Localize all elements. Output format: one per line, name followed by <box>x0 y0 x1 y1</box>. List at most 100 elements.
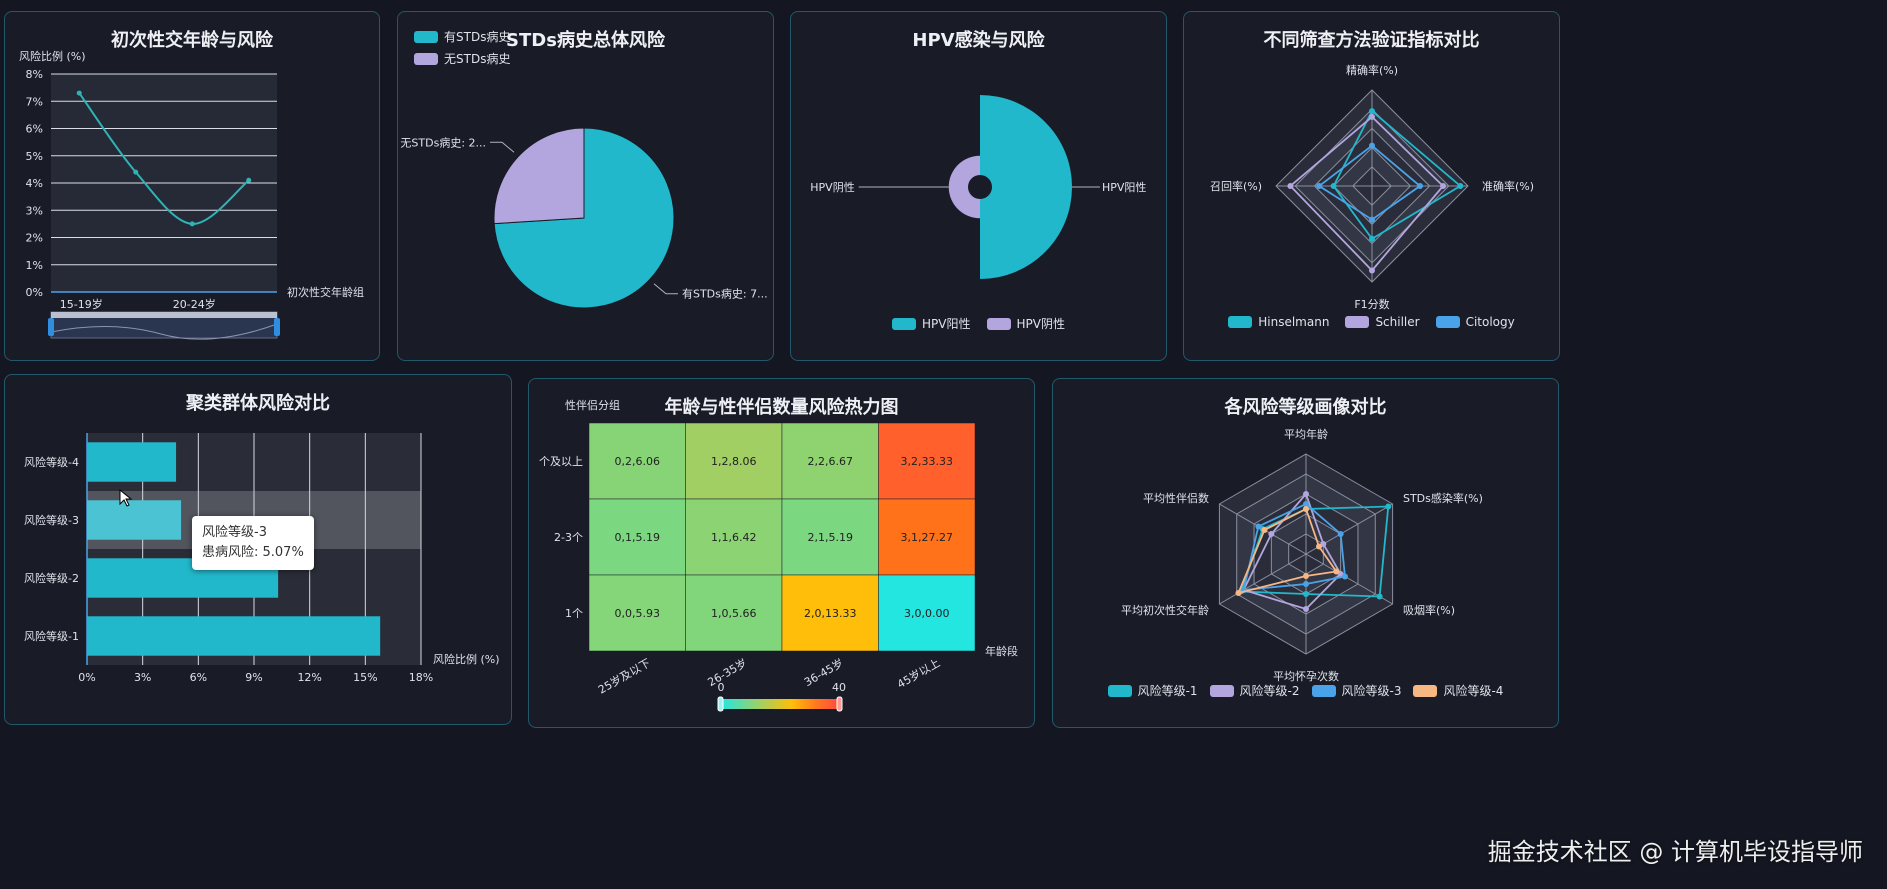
legend-item-3[interactable]: 风险等级-4 <box>1413 682 1503 699</box>
radar-point <box>1333 568 1340 575</box>
radar-point <box>1303 506 1309 512</box>
radar-point <box>1341 573 1348 580</box>
legend-item-0[interactable]: HPV阳性 <box>892 315 971 332</box>
radar-point <box>1315 543 1322 550</box>
y-tick-label: 6% <box>26 123 43 136</box>
legend: 风险等级-1 风险等级-2 风险等级-3 风险等级-4 <box>1053 682 1558 699</box>
legend-item-0[interactable]: 有STDs病史 <box>414 28 510 45</box>
heatmap-cell <box>781 498 879 576</box>
legend-item-1[interactable]: Schiller <box>1345 315 1420 329</box>
legend-swatch <box>414 30 438 43</box>
slice-label: 无STDs病史: 2... <box>400 135 486 149</box>
legend-swatch <box>414 52 438 65</box>
legend-label: Hinselmann <box>1258 315 1330 329</box>
zoom-handle-left <box>48 318 54 336</box>
radar-axis <box>1219 553 1307 605</box>
legend-item-0[interactable]: Hinselmann <box>1228 315 1329 329</box>
radar-chart: 精确率(%) 准确率(%) F1分数 召回率(%) <box>1210 63 1534 311</box>
data-point <box>246 177 252 183</box>
y-tick-label: 风险等级-4 <box>24 455 79 469</box>
heatmap-cell <box>588 574 686 652</box>
pie-slice-1 <box>493 127 585 225</box>
rose-slice-0 <box>980 95 1072 279</box>
legend-item-1[interactable]: 无STDs病史 <box>414 50 510 67</box>
y-axis-title: 风险比例 (%) <box>19 49 86 63</box>
watermark: 掘金技术社区 @ 计算机毕设指导师 <box>1487 838 1863 866</box>
legend-item-1[interactable]: HPV阴性 <box>986 315 1065 332</box>
radar-point <box>1255 523 1262 530</box>
zoom-slider-bar <box>51 312 277 318</box>
legend-swatch <box>1435 316 1460 328</box>
y-tick-label: 1% <box>26 259 43 272</box>
legend-label: 风险等级-1 <box>1137 684 1198 698</box>
data-point <box>133 169 139 175</box>
legend-item-0[interactable]: 风险等级-1 <box>1107 682 1198 699</box>
radar-point <box>1417 183 1423 189</box>
x-tick-label: 15% <box>353 671 377 684</box>
y-tick-label: 5% <box>26 150 43 163</box>
radar-point <box>1376 593 1383 600</box>
radar-point <box>1261 527 1268 533</box>
radar-point <box>1440 183 1447 189</box>
x-tick-label: 20-24岁 <box>173 297 216 311</box>
radar-point <box>1330 183 1337 189</box>
radar-indicator-label: F1分数 <box>1354 298 1389 311</box>
legend-swatch <box>892 317 917 330</box>
y-tick-label: 3% <box>26 204 43 217</box>
panel-risk-profile: 各风险等级画像对比 平均年龄 STDs感染率(%) 吸烟率(%) 平均怀孕次数 平均初次… <box>1052 378 1559 728</box>
data-point <box>76 90 82 96</box>
heatmap-cell-label: 3,2,33.33 <box>901 455 953 468</box>
heatmap-chart: 0,2,6.06 1,2,8.06 2,2,6.67 3,2,33.33 0,1,5.1… <box>539 398 1018 712</box>
pie-chart: 有STDs病史: 7... 无STDs病史: 2... <box>400 127 768 309</box>
visual-map-bar <box>721 699 839 709</box>
radar-point <box>1235 590 1242 596</box>
rose-slice-1 <box>948 155 980 219</box>
x-tick-label: 6% <box>190 671 207 684</box>
radar-indicator-label: 召回率(%) <box>1210 179 1262 193</box>
radar-indicator-label: STDs感染率(%) <box>1403 491 1483 505</box>
legend-item-2[interactable]: 风险等级-3 <box>1311 682 1402 699</box>
radar-point <box>1369 142 1375 149</box>
x-tick-label: 15-19岁 <box>60 297 103 311</box>
mouse-cursor-icon <box>119 488 133 507</box>
radar-indicator-label: 平均年龄 <box>1284 427 1328 441</box>
heatmap-cell <box>685 422 783 500</box>
legend-label: Citology <box>1465 315 1515 329</box>
bar <box>87 616 381 656</box>
legend: 有STDs病史 无STDs病史 <box>414 28 773 67</box>
radar-indicator-label: 平均怀孕次数 <box>1273 669 1339 683</box>
heatmap-cell-label: 2,1,5.19 <box>808 531 853 544</box>
series-line <box>78 92 250 225</box>
heatmap-cell <box>588 422 686 500</box>
radar-point <box>1369 235 1375 242</box>
y-tick-label: 2% <box>26 232 43 245</box>
legend-item-2[interactable]: Citology <box>1435 315 1515 329</box>
panel-hpv: HPV感染与风险 HPV阳性 HPV阴性 HPV阳性 HPV阴性 <box>790 11 1167 361</box>
x-axis-title: 初次性交年龄组 <box>287 285 364 299</box>
radar-point <box>1303 606 1309 612</box>
heatmap-cell-label: 1,0,5.66 <box>711 607 756 620</box>
radar-point <box>1369 216 1375 223</box>
radar-point <box>1303 491 1309 497</box>
legend-item-1[interactable]: 风险等级-2 <box>1209 682 1300 699</box>
bar-chart: 0% 3% 6% 9% 12% 15% 18%风险等级-1风险等级-2风险等级-3风险等级-… <box>24 433 500 684</box>
y-tick-label: 2-3个 <box>554 531 583 544</box>
rose-pie-chart: HPV阳性 HPV阴性 <box>810 95 1146 279</box>
heatmap-cell-label: 3,0,0.00 <box>904 607 949 620</box>
radar-point <box>1457 183 1464 189</box>
y-tick-label: 风险等级-2 <box>24 571 79 585</box>
visual-map-handle-min <box>717 696 724 712</box>
heatmap-cell-label: 1,1,6.42 <box>711 531 756 544</box>
heatmap-cell <box>588 498 686 576</box>
panel-first-intercourse-age: 初次性交年龄与风险 0% 1% 2% 3% 4% 5% 6% 7% 8% 风险比例 (%) 初次性交… <box>4 11 380 361</box>
panel-heatmap: 年龄与性伴侣数量风险热力图 0,2,6.06 1,2,8.06 2,2,6.67 3,… <box>528 378 1035 728</box>
legend-label: 风险等级-3 <box>1341 684 1402 698</box>
legend-label: Schiller <box>1375 315 1420 329</box>
panel-stds-history: STDs病史总体风险 有STDs病史 无STDs病史 有STDs病史: 7... 无… <box>397 11 774 361</box>
radar-indicator-label: 平均性伴侣数 <box>1143 491 1209 505</box>
heatmap-cell <box>781 574 879 652</box>
y-tick-label: 风险等级-3 <box>24 513 79 527</box>
label-leader-line <box>653 283 678 295</box>
radar-point <box>1303 573 1309 579</box>
heatmap-cell-label: 0,2,6.06 <box>615 455 660 468</box>
